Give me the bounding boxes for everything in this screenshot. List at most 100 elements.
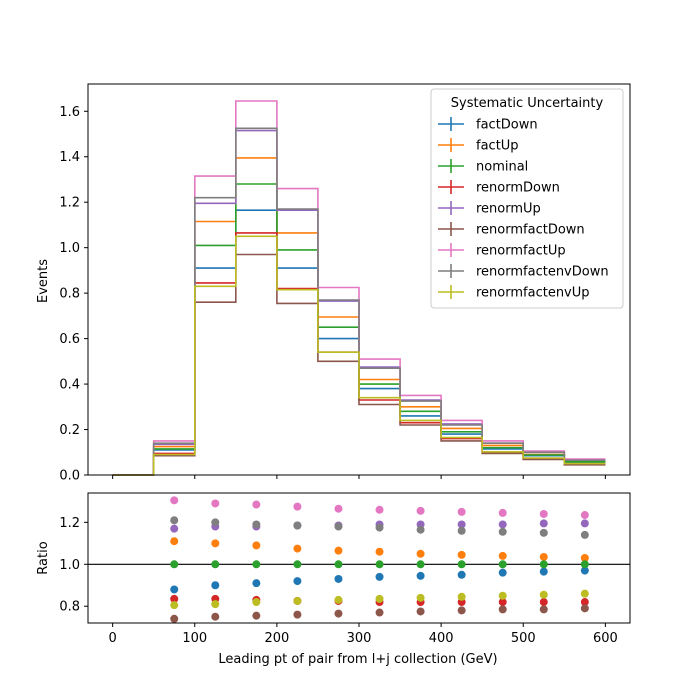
ratio-point-renormfactUp (334, 504, 343, 513)
ratio-point-renormfactenvUp (252, 598, 261, 607)
ratio-point-factUp (580, 554, 589, 562)
legend-entry-renormUp: renormUp (438, 201, 541, 217)
ratio-point-renormfactenvUp (416, 593, 425, 602)
ratio-point-renormDown (170, 594, 179, 603)
ratio-point-nominal (580, 560, 589, 569)
ratio-point-renormfactDown (580, 604, 589, 613)
legend-entry-renormDown: renormDown (438, 180, 560, 196)
ratio-point-renormUp (457, 520, 466, 529)
ratio-point-factDown (293, 577, 302, 586)
ratio-point-renormDown (498, 598, 507, 607)
legend-label: nominal (476, 160, 528, 175)
ratio-point-factUp (170, 537, 179, 546)
ratio-point-renormUp (170, 524, 179, 533)
ratio-point-renormfactenvUp (498, 591, 507, 600)
ratio-point-factDown (170, 585, 179, 594)
ratio-point-renormfactDown (170, 614, 179, 623)
ratio-point-renormfactDown (539, 605, 548, 614)
legend-title: Systematic Uncertainty (451, 96, 604, 111)
ratio-point-factDown (375, 572, 384, 581)
legend-label: renormfactenvDown (476, 265, 609, 280)
main-y-tick-label: 1.2 (59, 196, 80, 211)
ratio-point-renormfactenvDown (539, 528, 548, 537)
legend-label: renormfactDown (476, 223, 585, 238)
x-tick-label: 300 (347, 631, 372, 646)
ratio-point-renormfactenvUp (334, 595, 343, 604)
ratio-point-renormUp (498, 520, 507, 529)
legend: Systematic Uncertainty factDown factUp nomi… (430, 88, 624, 309)
ratio-point-nominal (252, 560, 261, 569)
ratio-point-renormUp (539, 519, 548, 528)
ratio-point-renormfactUp (457, 507, 466, 516)
legend-entry-renormfactenvUp: renormfactenvUp (438, 285, 590, 301)
ratio-point-factUp (211, 539, 220, 548)
ratio-y-axis-label: Ratio (36, 541, 51, 574)
ratio-point-renormfactenvDown (457, 526, 466, 535)
x-tick-label: 500 (511, 631, 536, 646)
ratio-point-renormfactDown (211, 612, 220, 621)
ratio-point-renormfactenvDown (334, 522, 343, 531)
ratio-point-nominal (170, 560, 179, 569)
ratio-panel: 0.8 1.0 1.2 0 100 200 300 400 500 600 (59, 492, 631, 646)
ratio-point-renormfactUp (293, 502, 302, 511)
ratio-point-renormfactenvDown (375, 523, 384, 532)
ratio-point-renormfactenvDown (293, 521, 302, 530)
ratio-point-renormfactUp (580, 511, 589, 520)
ratio-point-renormfactUp (539, 509, 548, 518)
main-y-tick-label: 0.6 (59, 332, 80, 347)
x-tick-label: 0 (108, 631, 116, 646)
ratio-point-factUp (375, 547, 384, 556)
ratio-point-renormfactDown (375, 608, 384, 617)
ratio-point-renormfactDown (457, 606, 466, 615)
ratio-point-factUp (539, 552, 548, 561)
legend-box (430, 88, 624, 309)
ratio-point-renormfactDown (252, 611, 261, 620)
ratio-point-renormfactenvUp (211, 600, 220, 609)
ratio-point-nominal (293, 560, 302, 569)
ratio-point-nominal (416, 560, 425, 569)
main-y-tick-label: 1.0 (59, 241, 80, 256)
ratio-points (170, 496, 589, 623)
ratio-point-renormfactUp (416, 506, 425, 515)
ratio-point-renormfactUp (170, 496, 179, 505)
ratio-point-nominal (457, 560, 466, 569)
ratio-point-renormfactUp (498, 508, 507, 517)
ratio-point-factDown (580, 566, 589, 575)
ratio-point-factUp (252, 541, 261, 550)
legend-label: renormUp (476, 202, 541, 217)
ratio-y-tick-label: 1.2 (59, 516, 80, 531)
ratio-point-renormfactenvDown (170, 516, 179, 525)
ratio-point-renormfactDown (416, 607, 425, 616)
legend-entry-renormfactDown: renormfactDown (438, 222, 585, 238)
ratio-point-renormfactDown (498, 605, 507, 614)
ratio-point-factDown (498, 568, 507, 577)
main-y-axis-label: Events (36, 259, 51, 303)
ratio-point-renormDown (539, 598, 548, 607)
ratio-point-renormfactenvUp (539, 590, 548, 599)
legend-label: renormfactenvUp (476, 286, 590, 301)
legend-label: renormDown (476, 181, 560, 196)
ratio-y-tick-label: 1.0 (59, 558, 80, 573)
ratio-point-renormfactenvDown (252, 520, 261, 529)
main-y-tick-label: 0.0 (59, 469, 80, 484)
legend-label: factUp (476, 139, 519, 154)
ratio-y-tick-label: 0.8 (59, 600, 80, 615)
ratio-point-nominal (334, 560, 343, 569)
histogram-steps (112, 100, 606, 476)
ratio-point-renormfactenvUp (580, 589, 589, 598)
ratio-point-renormfactenvUp (293, 596, 302, 605)
main-y-tick-label: 1.6 (59, 105, 80, 120)
main-y-tick-label: 0.8 (59, 287, 80, 302)
ratio-point-renormfactUp (375, 505, 384, 514)
ratio-point-renormfactenvUp (457, 592, 466, 601)
main-y-tick-label: 0.2 (59, 423, 80, 438)
ratio-point-factDown (252, 579, 261, 588)
ratio-point-factDown (416, 571, 425, 580)
x-tick-label: 100 (182, 631, 207, 646)
ratio-point-factUp (334, 546, 343, 555)
ratio-point-nominal (498, 560, 507, 569)
legend-label: renormfactUp (476, 244, 566, 259)
step-line-renormfactenvDown (112, 127, 606, 476)
legend-entry-renormfactUp: renormfactUp (438, 243, 566, 259)
